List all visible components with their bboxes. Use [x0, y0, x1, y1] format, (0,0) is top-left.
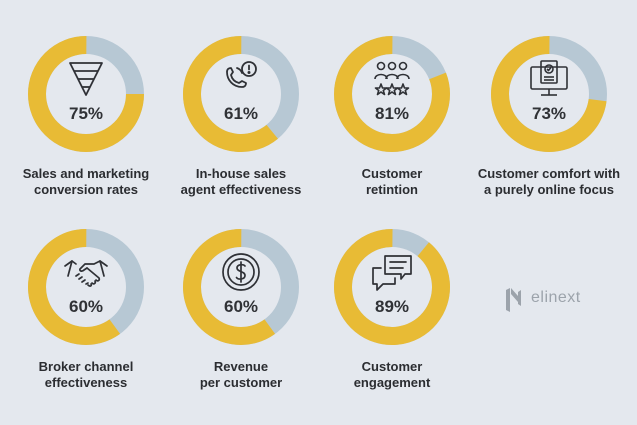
donut-value-arc	[28, 36, 144, 152]
donut-value-arc	[28, 229, 144, 345]
metric-revenue-per-customer: 60% Revenue per customer	[156, 227, 326, 422]
donut-chart	[28, 36, 144, 152]
donut-chart	[183, 36, 299, 152]
handshake-icon	[64, 260, 108, 287]
donut-chart	[491, 36, 607, 152]
metric-sales-conversion: 75% Sales and marketing conversion rates	[1, 34, 171, 229]
metric-label: Broker channel effectiveness	[38, 359, 134, 390]
online-verified-icon	[530, 60, 568, 96]
metric-label: Sales and marketing conversion rates	[22, 166, 150, 197]
funnel-icon	[69, 62, 103, 96]
metric-label: Customer engagement	[353, 359, 431, 390]
metric-customer-engagement: 89% Customer engagement	[307, 227, 477, 422]
donut-chart	[334, 36, 450, 152]
donut-value-arc	[491, 36, 607, 152]
metric-online-comfort: 73% Customer comfort with a purely onlin…	[464, 34, 634, 229]
metric-label: Customer retintion	[361, 166, 423, 197]
percent-value: 81%	[374, 104, 410, 123]
percent-value: 73%	[531, 104, 567, 123]
phone-alert-icon	[226, 61, 257, 88]
percent-value: 61%	[223, 104, 259, 123]
percent-value: 60%	[223, 297, 259, 316]
customers-rating-icon	[374, 61, 410, 96]
percent-value: 75%	[68, 104, 104, 123]
metric-broker-channel: 60% Broker channel effectiveness	[1, 227, 171, 422]
metric-inhouse-sales: 61% In-house sales agent effectiveness	[156, 34, 326, 229]
chat-bubbles-icon	[372, 255, 412, 291]
brand-name: elinext	[531, 289, 581, 306]
donut-value-arc	[183, 36, 299, 152]
percent-value: 60%	[68, 297, 104, 316]
donut-chart	[28, 229, 144, 345]
elinext-logo-icon	[506, 288, 521, 312]
metric-customer-retention: 81% Customer retintion	[307, 34, 477, 229]
metric-label: Customer comfort with a purely online fo…	[477, 166, 621, 197]
donut-chart	[334, 229, 450, 345]
donut-value-arc	[183, 229, 299, 345]
elinext-logo: elinext	[503, 284, 603, 314]
metric-label: Revenue per customer	[199, 359, 283, 390]
donut-value-arc	[334, 36, 450, 152]
dollar-coin-icon	[222, 253, 260, 291]
donut-chart	[183, 229, 299, 345]
percent-value: 89%	[374, 297, 410, 316]
metric-label: In-house sales agent effectiveness	[180, 166, 302, 197]
